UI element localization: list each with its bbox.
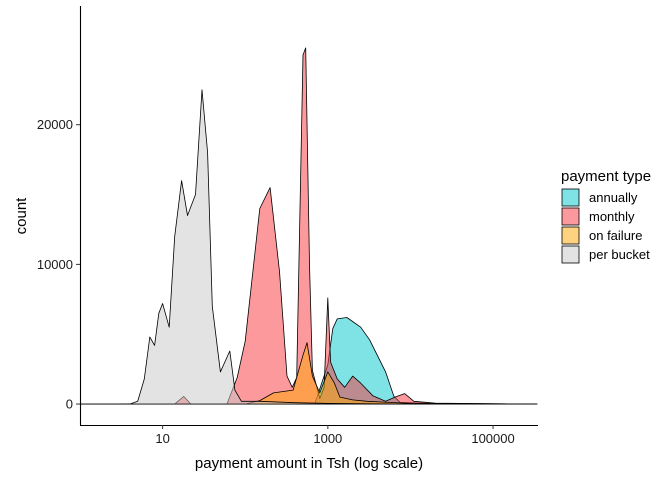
legend-title: payment type [561, 168, 651, 185]
y-axis-ticks: 0 10000 20000 [37, 117, 80, 412]
density-area-monthly [79, 47, 538, 405]
legend-label-per-bucket: per bucket [589, 247, 650, 262]
legend-key-per-bucket [561, 245, 580, 264]
x-tick-label: 10 [155, 431, 169, 446]
density-area-on-failure [79, 342, 538, 405]
legend-label-annually: annually [589, 190, 638, 205]
legend: payment type annually monthly on failure pe… [561, 168, 651, 264]
legend-label-on-failure: on failure [589, 228, 642, 243]
y-tick-label: 20000 [37, 117, 73, 132]
x-axis-title: payment amount in Tsh (log scale) [195, 455, 423, 472]
legend-key-annually [561, 188, 580, 207]
legend-key-on-failure [561, 226, 580, 245]
x-tick-label: 100000 [471, 431, 514, 446]
plot-area [79, 47, 538, 405]
density-area-per-bucket [119, 89, 538, 405]
x-tick-label: 1000 [313, 431, 342, 446]
y-tick-label: 0 [66, 397, 73, 412]
legend-label-monthly: monthly [589, 209, 635, 224]
y-axis-title: count [13, 197, 30, 235]
x-axis-ticks: 10 1000 100000 [155, 425, 515, 446]
legend-key-monthly [561, 207, 580, 226]
y-tick-label: 10000 [37, 257, 73, 272]
